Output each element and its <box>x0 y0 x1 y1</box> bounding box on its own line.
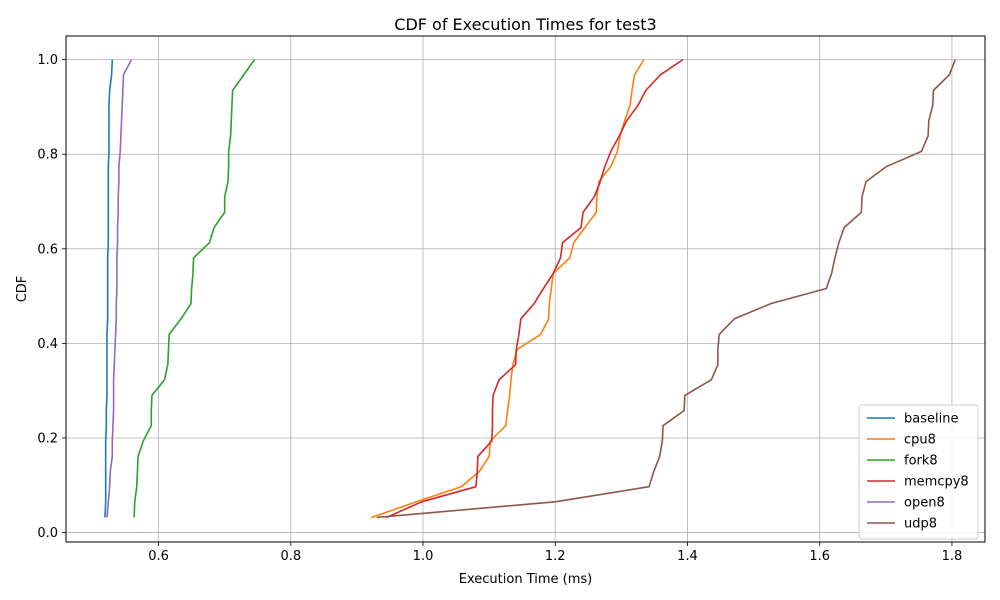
x-tick-label: 1.6 <box>809 549 830 564</box>
legend-label-fork8: fork8 <box>904 454 938 469</box>
legend: baseline cpu8 fork8 memcpy8 open8 udp8 <box>858 404 979 540</box>
y-tick-label: 0.8 <box>37 148 58 163</box>
legend-label-open8: open8 <box>904 496 945 511</box>
y-axis-ticks: 0.0 0.2 0.4 0.6 0.8 1.0 <box>37 53 66 541</box>
plot-frame <box>65 35 986 543</box>
legend-label-memcpy8: memcpy8 <box>904 475 969 490</box>
y-tick-label: 1.0 <box>37 53 58 68</box>
series-line-fork8 <box>133 59 256 518</box>
y-tick-label: 0.0 <box>37 526 58 541</box>
series-line-open8 <box>106 59 133 518</box>
chart-title: CDF of Execution Times for test3 <box>394 15 656 34</box>
x-tick-label: 1.4 <box>677 549 698 564</box>
legend-label-cpu8: cpu8 <box>904 433 936 448</box>
x-tick-label: 1.2 <box>545 549 566 564</box>
x-tick-label: 1.0 <box>413 549 434 564</box>
x-axis-label: Execution Time (ms) <box>459 572 592 587</box>
y-axis-label: CDF <box>15 276 30 303</box>
legend-label-baseline: baseline <box>904 412 958 427</box>
x-tick-label: 0.8 <box>280 549 301 564</box>
grid-lines <box>66 36 985 542</box>
y-tick-label: 0.6 <box>37 242 58 257</box>
x-axis-ticks: 0.6 0.8 1.0 1.2 1.4 1.6 1.8 <box>148 542 962 564</box>
x-tick-label: 1.8 <box>942 549 963 564</box>
series-line-memcpy8 <box>386 58 684 519</box>
x-tick-label: 0.6 <box>148 549 169 564</box>
series-line-baseline <box>104 59 114 518</box>
series-line-udp8 <box>376 59 956 519</box>
y-tick-label: 0.4 <box>37 337 58 352</box>
y-tick-label: 0.2 <box>37 431 58 446</box>
legend-label-udp8: udp8 <box>904 517 937 532</box>
plot-series <box>104 58 956 519</box>
